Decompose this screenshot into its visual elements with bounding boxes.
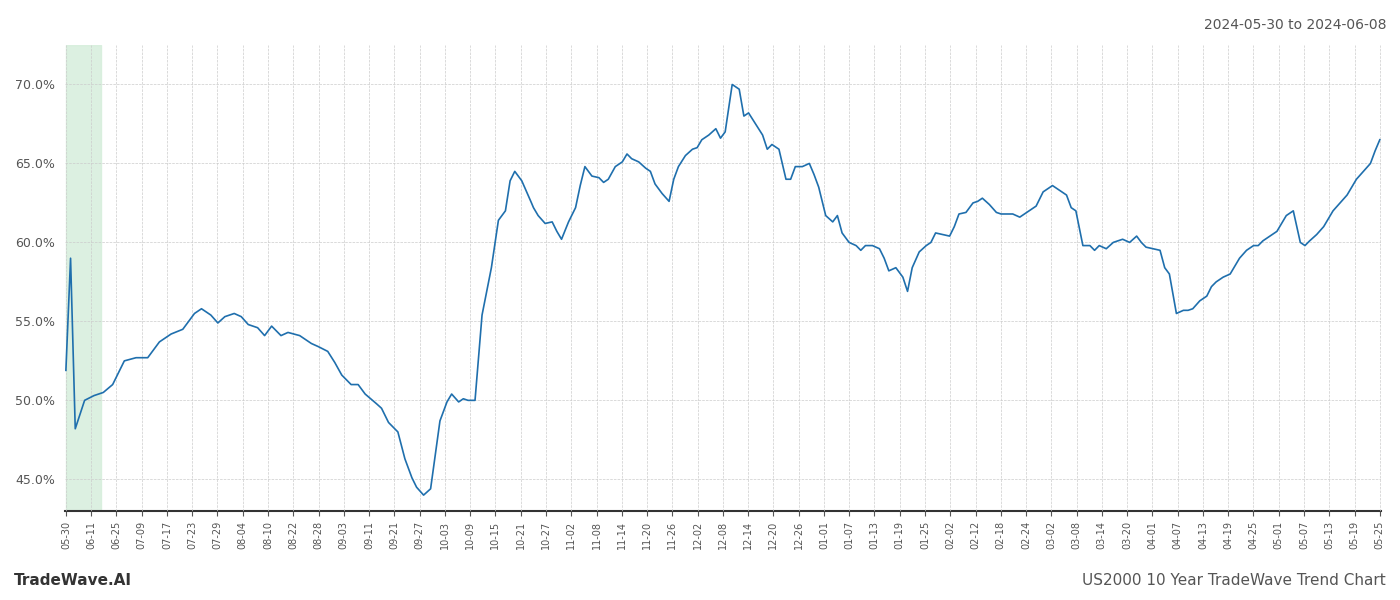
Text: 2024-05-30 to 2024-06-08: 2024-05-30 to 2024-06-08 <box>1204 18 1386 32</box>
Text: US2000 10 Year TradeWave Trend Chart: US2000 10 Year TradeWave Trend Chart <box>1082 573 1386 588</box>
Bar <box>66 45 101 511</box>
Text: TradeWave.AI: TradeWave.AI <box>14 573 132 588</box>
